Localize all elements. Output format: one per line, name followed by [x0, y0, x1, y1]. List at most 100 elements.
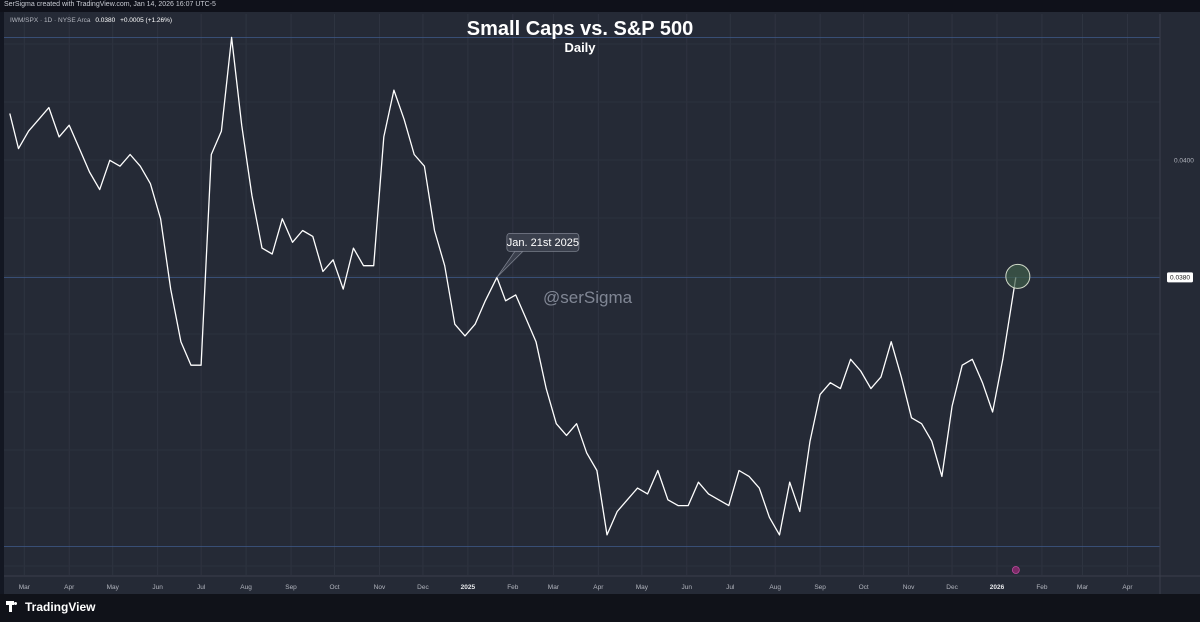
data-point	[332, 258, 335, 261]
highlight-circle[interactable]	[1005, 263, 1031, 289]
series-line-iwm-spx[interactable]	[9, 36, 1017, 536]
data-point	[200, 364, 203, 367]
bottom-bar	[0, 594, 1200, 622]
data-point	[443, 264, 446, 267]
data-point	[372, 264, 375, 267]
data-point	[352, 247, 355, 250]
data-point	[423, 165, 426, 168]
x-tick-label: Nov	[903, 584, 915, 591]
data-point	[271, 253, 274, 256]
data-point	[809, 440, 812, 443]
x-tick-label: Jul	[726, 584, 735, 591]
price-badge[interactable]	[1167, 272, 1193, 283]
data-point	[433, 229, 436, 232]
data-point	[575, 422, 578, 425]
x-tick-label: Jun	[682, 584, 693, 591]
data-point	[727, 504, 730, 507]
x-tick-label: Apr	[593, 584, 604, 591]
x-tick-label: Oct	[329, 584, 339, 591]
x-tick-label: Apr	[64, 584, 75, 591]
x-tick-label: Mar	[19, 584, 31, 591]
legend-symbol: IWM/SPX · 1D · NYSE Arca	[10, 17, 91, 24]
x-tick-label: Dec	[946, 584, 958, 591]
data-point	[910, 416, 913, 419]
data-point	[108, 159, 111, 162]
data-point	[139, 165, 142, 168]
x-tick-label: Mar	[548, 584, 560, 591]
data-point	[606, 533, 609, 536]
data-point	[859, 370, 862, 373]
x-tick-label: May	[636, 584, 649, 591]
data-point	[941, 475, 944, 478]
data-point	[68, 124, 71, 127]
data-point	[920, 422, 923, 425]
data-point	[545, 387, 548, 390]
data-point	[535, 340, 538, 343]
x-tick-label: 2026	[990, 584, 1005, 591]
data-point	[48, 106, 51, 109]
data-point	[220, 130, 223, 133]
x-tick-label: Jun	[152, 584, 163, 591]
callout-box[interactable]	[506, 232, 580, 252]
x-tick-label: Apr	[1122, 584, 1133, 591]
data-point	[484, 299, 487, 302]
data-point	[555, 422, 558, 425]
x-tick-label: Feb	[507, 584, 519, 591]
data-point	[798, 510, 801, 513]
x-tick-label: Oct	[859, 584, 869, 591]
data-point	[413, 153, 416, 156]
data-point	[88, 171, 91, 174]
data-point	[951, 405, 954, 408]
data-point	[98, 188, 101, 191]
data-point	[626, 498, 629, 501]
data-point	[474, 323, 477, 326]
creator-credit: SerSigma created with TradingView.com, J…	[4, 1, 216, 8]
data-point	[453, 323, 456, 326]
price-badge-label: 0.0380	[1170, 275, 1190, 282]
data-point	[58, 136, 61, 139]
data-point	[159, 217, 162, 220]
tradingview-logo[interactable]: TradingView	[6, 600, 95, 614]
data-point	[707, 493, 710, 496]
data-point	[849, 358, 852, 361]
data-point	[17, 147, 20, 150]
data-point	[250, 194, 253, 197]
data-point	[768, 516, 771, 519]
data-point	[393, 89, 396, 92]
data-point	[900, 375, 903, 378]
data-point	[667, 498, 670, 501]
x-tick-label: 2025	[461, 584, 476, 591]
data-point	[738, 469, 741, 472]
data-point	[504, 299, 507, 302]
data-point	[8, 112, 11, 115]
top-bar: SerSigma created with TradingView.com, J…	[0, 0, 1200, 12]
data-point	[1001, 358, 1004, 361]
x-tick-label: Jul	[197, 584, 206, 591]
callout-label: Jan. 21st 2025	[507, 237, 579, 249]
data-point	[190, 364, 193, 367]
data-point	[261, 247, 264, 250]
data-point	[342, 288, 345, 291]
tradingview-logo-text: TradingView	[25, 600, 96, 614]
x-tick-label: May	[107, 584, 120, 591]
data-point	[403, 118, 406, 121]
data-point	[981, 381, 984, 384]
x-tick-label: Sep	[285, 584, 297, 591]
data-point	[179, 340, 182, 343]
data-point	[210, 153, 213, 156]
data-point	[301, 229, 304, 232]
event-marker-icon[interactable]	[1011, 566, 1020, 574]
tradingview-logo-icon	[6, 601, 21, 613]
symbol-legend[interactable]: IWM/SPX · 1D · NYSE Arca 0.0380 +0.0005 …	[10, 17, 172, 24]
x-tick-label: Aug	[769, 584, 781, 591]
data-point	[697, 481, 700, 484]
x-tick-label: Dec	[417, 584, 429, 591]
data-point	[149, 182, 152, 185]
data-point	[717, 498, 720, 501]
data-point	[758, 487, 761, 490]
x-tick-label: Sep	[814, 584, 826, 591]
data-point	[129, 153, 132, 156]
y-tick-label: 0.0400	[1174, 157, 1194, 164]
chart-panel[interactable]	[4, 12, 1200, 594]
